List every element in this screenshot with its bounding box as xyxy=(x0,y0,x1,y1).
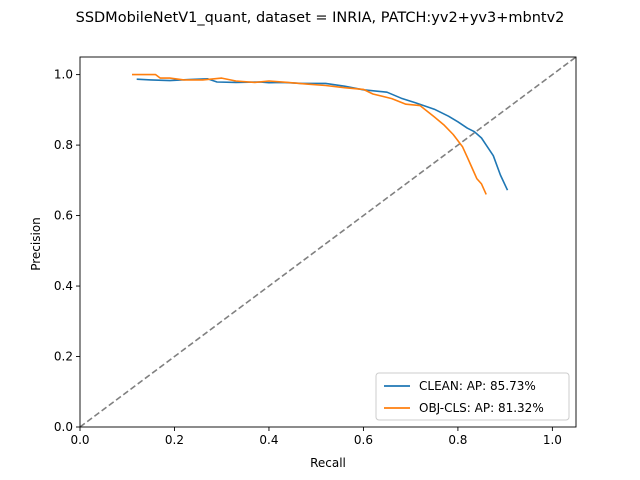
x-axis-label: Recall xyxy=(310,456,346,470)
y-tick-label: 1.0 xyxy=(54,68,73,82)
y-tick-label: 0.8 xyxy=(54,138,73,152)
x-tick-label: 1.0 xyxy=(543,433,562,447)
legend-entry: OBJ-CLS: AP: 81.32% xyxy=(419,401,544,415)
series-line-clean xyxy=(136,78,509,191)
x-tick-label: 0.0 xyxy=(70,433,89,447)
y-tick-label: 0.0 xyxy=(54,420,73,434)
x-tick-label: 0.4 xyxy=(259,433,278,447)
plot-area: 0.0 0.2 0.4 0.6 0.8 1.0 0.0 0.2 0.4 0.6 0.8 1.0 CLEA… xyxy=(54,56,577,447)
x-tick-label: 0.8 xyxy=(448,433,467,447)
y-tick-label: 0.6 xyxy=(54,209,73,223)
y-axis-label: Precision xyxy=(29,217,43,271)
diagonal-reference-line xyxy=(80,57,576,427)
series-line-obj-cls xyxy=(132,73,487,195)
axes-frame xyxy=(79,56,577,428)
x-tick-label: 0.2 xyxy=(165,433,184,447)
y-tick-label: 0.2 xyxy=(54,350,73,364)
y-tick-label: 0.4 xyxy=(54,279,73,293)
x-tick-label: 0.6 xyxy=(354,433,373,447)
legend-box xyxy=(375,372,570,421)
chart-title: SSDMobileNetV1_quant, dataset = INRIA, P… xyxy=(76,10,565,26)
legend-entry: CLEAN: AP: 85.73% xyxy=(419,379,536,393)
